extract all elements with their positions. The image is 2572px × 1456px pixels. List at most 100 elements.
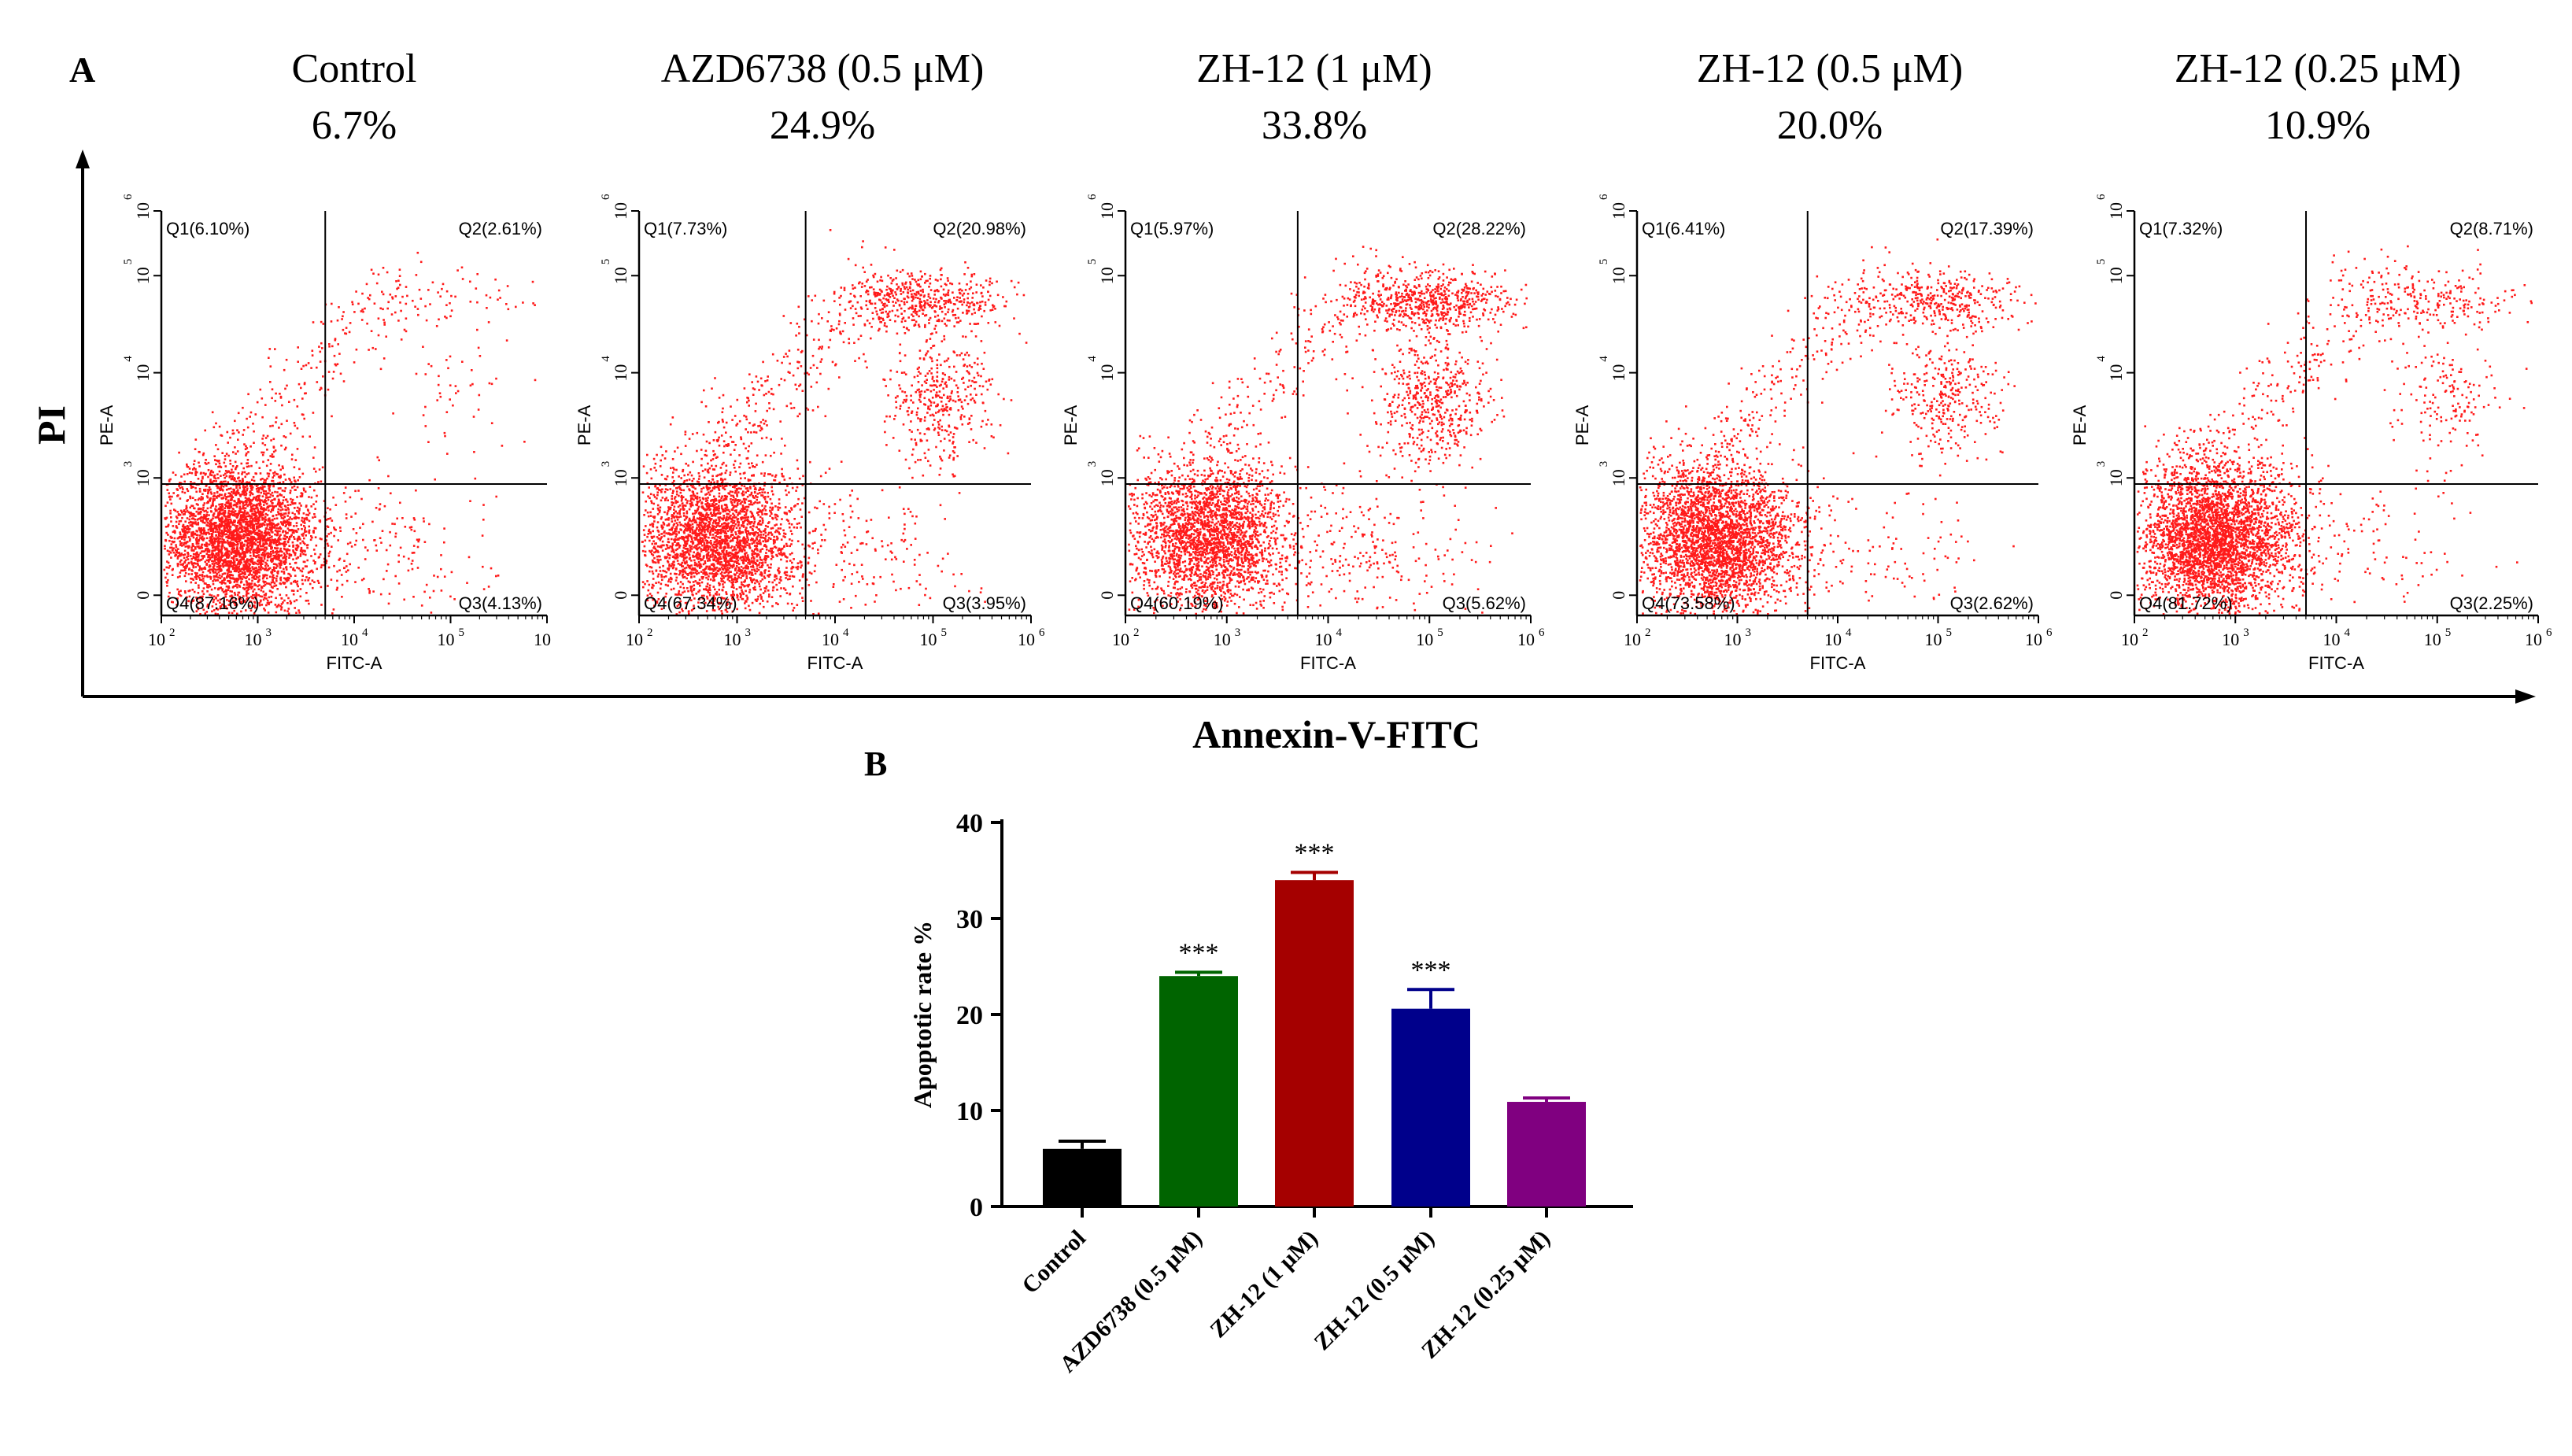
x-axis-title-fitc: FITC-A — [327, 653, 382, 673]
flow-percentage: 20.0% — [1777, 103, 1883, 148]
x-tick-exponent: 2 — [1133, 626, 1140, 639]
y-tick-exponent: 5 — [1086, 259, 1099, 265]
y-tick-exponent: 5 — [1598, 259, 1610, 265]
quadrant-q4-label: Q4(87.16%) — [166, 593, 260, 613]
y-tick-label: 10 — [1097, 364, 1117, 382]
quadrant-q4-label: Q4(67.34%) — [644, 593, 737, 613]
x-tick-exponent: 3 — [745, 626, 752, 639]
flow-percentage: 6.7% — [312, 103, 397, 148]
bar-category-label-3: ZH-12 (1 μM) — [1205, 1225, 1323, 1343]
y-tick-exponent: 6 — [122, 194, 135, 200]
y-tick-label: 0 — [611, 591, 630, 600]
y-axis-label-pi: PI — [29, 405, 73, 445]
x-tick-exponent: 6 — [1539, 626, 1545, 639]
y-tick-label: 10 — [1609, 202, 1628, 220]
y-tick-label: 0 — [2106, 591, 2126, 600]
outer-x-arrow — [2515, 689, 2536, 704]
y-tick-label: 10 — [2106, 469, 2126, 486]
flow-title: AZD6738 (0.5 μM) — [661, 46, 985, 91]
x-tick-exponent: 2 — [2142, 626, 2149, 639]
bar-y-tick-label: 20 — [956, 1001, 983, 1030]
x-tick-exponent: 6 — [1039, 626, 1045, 639]
quadrant-q2-label: Q2(28.22%) — [1432, 219, 1526, 238]
x-tick-label: 10 — [341, 630, 358, 649]
y-tick-label: 0 — [1097, 591, 1117, 600]
x-tick-label: 10 — [2121, 630, 2138, 649]
flow-panel-4: ZH-12 (0.5 μM) 20.0% Q1(6.41%) Q2(17.39%) Q3… — [1572, 46, 2053, 673]
x-axis-title-fitc: FITC-A — [1810, 653, 1866, 673]
x-tick-label: 10 — [626, 630, 643, 649]
panel-a-letter: A — [69, 50, 95, 90]
y-tick-exponent: 6 — [2095, 194, 2108, 200]
y-tick-exponent: 3 — [1598, 461, 1610, 467]
quadrant-q1-label: Q1(7.73%) — [644, 219, 727, 238]
x-axis-label-annexin: Annexin-V-FITC — [1192, 712, 1480, 756]
flow-title: Control — [292, 46, 417, 91]
x-tick-exponent: 5 — [1437, 626, 1443, 639]
quadrant-q3-label: Q3(5.62%) — [1443, 593, 1526, 613]
significance-label-3: *** — [1295, 838, 1335, 867]
bar-2 — [1159, 976, 1238, 1207]
y-tick-label: 0 — [1609, 591, 1628, 600]
flow-panel-2: AZD6738 (0.5 μM) 24.9% Q1(7.73%) Q2(20.98%)… — [575, 46, 1045, 673]
bar-category-label-5: ZH-12 (0.25 μM) — [1417, 1225, 1555, 1364]
x-tick-label: 10 — [1624, 630, 1641, 649]
y-tick-label: 10 — [2106, 364, 2126, 382]
x-tick-label: 10 — [2323, 630, 2341, 649]
x-tick-label: 10 — [2222, 630, 2239, 649]
x-tick-exponent: 6 — [2046, 626, 2053, 639]
x-tick-label: 10 — [1517, 630, 1535, 649]
y-tick-exponent: 3 — [600, 461, 612, 467]
flow-title: ZH-12 (1 μM) — [1196, 46, 1432, 91]
flow-percentage: 10.9% — [2265, 103, 2371, 148]
y-tick-exponent: 4 — [1086, 356, 1099, 362]
x-tick-label: 10 — [1018, 630, 1035, 649]
bar-y-axis-label: Apoptotic rate % — [908, 921, 937, 1108]
x-tick-exponent: 4 — [362, 626, 368, 639]
x-axis-title-fitc: FITC-A — [1300, 653, 1356, 673]
x-tick-label: 10 — [724, 630, 741, 649]
bar-category-label-1: Control — [1017, 1225, 1091, 1299]
y-tick-label: 10 — [1609, 469, 1628, 486]
quadrant-q1-label: Q1(5.97%) — [1130, 219, 1214, 238]
x-tick-exponent: 5 — [1946, 626, 1953, 639]
y-tick-exponent: 5 — [122, 259, 135, 265]
x-tick-label: 10 — [2525, 630, 2542, 649]
x-tick-label: 10 — [1112, 630, 1129, 649]
quadrant-q3-label: Q3(3.95%) — [943, 593, 1026, 613]
bar-3 — [1275, 880, 1354, 1207]
x-tick-label: 10 — [1824, 630, 1842, 649]
y-tick-label: 10 — [611, 469, 630, 486]
y-tick-label: 0 — [133, 591, 153, 600]
y-tick-exponent: 3 — [1086, 461, 1099, 467]
x-tick-label: 10 — [1315, 630, 1332, 649]
outer-y-arrow — [76, 150, 90, 168]
y-tick-label: 10 — [133, 267, 153, 284]
y-tick-exponent: 6 — [600, 194, 612, 200]
x-tick-exponent: 2 — [169, 626, 176, 639]
y-tick-label: 10 — [611, 202, 630, 220]
x-tick-label: 10 — [148, 630, 165, 649]
x-tick-exponent: 3 — [1235, 626, 1241, 639]
x-tick-label: 10 — [1925, 630, 1942, 649]
flow-percentage: 33.8% — [1262, 103, 1367, 148]
flow-cytometry-panels: Control 6.7% Q1(6.10%) Q2(2.61%) Q3(4.13%) Q4… — [97, 46, 2552, 673]
quadrant-q2-label: Q2(17.39%) — [1940, 219, 2034, 238]
y-tick-label: 10 — [2106, 267, 2126, 284]
bar-4 — [1391, 1008, 1470, 1207]
y-tick-label: 10 — [611, 267, 630, 284]
flow-panel-1: Control 6.7% Q1(6.10%) Q2(2.61%) Q3(4.13%) Q4… — [97, 46, 551, 673]
bar-y-tick-label: 0 — [970, 1193, 983, 1222]
quadrant-q2-label: Q2(20.98%) — [933, 219, 1026, 238]
y-tick-label: 10 — [1097, 202, 1117, 220]
quadrant-q2-label: Q2(2.61%) — [459, 219, 542, 238]
x-tick-exponent: 5 — [2445, 626, 2452, 639]
y-tick-exponent: 6 — [1086, 194, 1099, 200]
x-tick-label: 10 — [2424, 630, 2441, 649]
flow-title: ZH-12 (0.5 μM) — [1697, 46, 1963, 91]
x-tick-exponent: 2 — [647, 626, 653, 639]
y-tick-exponent: 4 — [1598, 356, 1610, 362]
quadrant-q4-label: Q4(81.72%) — [2139, 593, 2233, 613]
